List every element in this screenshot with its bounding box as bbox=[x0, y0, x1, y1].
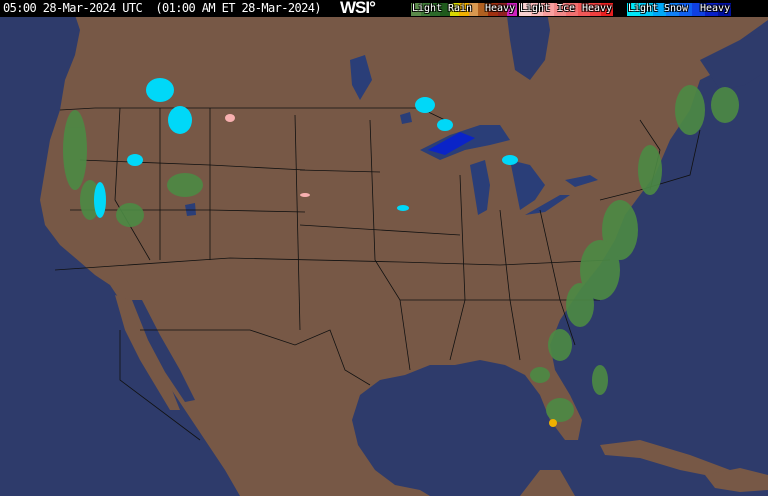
snow-legend-swatch bbox=[679, 3, 692, 16]
ice-legend-swatch bbox=[589, 3, 602, 16]
lake-ontario bbox=[565, 175, 598, 187]
snow-heavy-label: Heavy bbox=[700, 3, 731, 14]
ice-legend-swatch bbox=[566, 3, 578, 16]
rain-light-label: Light bbox=[412, 3, 443, 14]
snow-title: Snow bbox=[664, 3, 689, 14]
ice-legend-swatch bbox=[542, 3, 555, 16]
snow-echoes bbox=[94, 78, 518, 218]
rain-legend-swatch bbox=[459, 3, 469, 16]
timestamp: 05:00 28-Mar-2024 UTC (01:00 AM ET 28-Ma… bbox=[3, 1, 322, 15]
great-lakes bbox=[185, 55, 598, 216]
gulf-of-st-lawrence bbox=[700, 30, 768, 90]
rain-heavy-label: Heavy bbox=[485, 3, 516, 14]
snow-legend-swatch bbox=[692, 3, 705, 16]
cuba bbox=[600, 440, 730, 478]
rain-title: Rain bbox=[448, 3, 473, 14]
ice-echoes bbox=[225, 114, 310, 197]
rain-legend-swatch bbox=[497, 3, 508, 16]
rain-legend-swatch bbox=[468, 3, 479, 16]
rain-legend-swatch bbox=[449, 3, 460, 16]
snow-legend-swatch bbox=[653, 3, 666, 16]
ice-legend-swatch bbox=[530, 3, 543, 16]
great-salt-lake bbox=[185, 203, 196, 216]
gulf-of-california bbox=[132, 300, 195, 402]
ice-legend-swatch bbox=[554, 3, 566, 16]
rain-legend-swatch bbox=[439, 3, 450, 16]
ice-legend-swatch bbox=[519, 3, 531, 16]
ice-title: Ice bbox=[557, 3, 576, 14]
snow-legend-swatch bbox=[705, 3, 718, 16]
rain-echoes bbox=[63, 85, 739, 422]
ice-light-label: Light bbox=[520, 3, 551, 14]
heavy-rain-echoes bbox=[549, 419, 557, 427]
ice-heavy-label: Heavy bbox=[582, 3, 613, 14]
rain-legend-swatch bbox=[488, 3, 498, 16]
snow-light-label: Light bbox=[628, 3, 659, 14]
lake-erie bbox=[525, 195, 570, 215]
radar-echoes bbox=[63, 78, 739, 427]
rain-legend-swatch bbox=[507, 3, 518, 16]
header-bar: 05:00 28-Mar-2024 UTC (01:00 AM ET 28-Ma… bbox=[0, 0, 768, 17]
lake-michigan bbox=[470, 160, 490, 215]
baja-peninsula bbox=[115, 295, 180, 410]
rain-legend-swatch bbox=[430, 3, 440, 16]
snow-legend-swatch bbox=[666, 3, 679, 16]
state-borders bbox=[54, 107, 701, 441]
snow-legend-swatch bbox=[627, 3, 640, 16]
rain-legend-bar bbox=[411, 3, 518, 16]
lake-winnipeg bbox=[350, 55, 372, 100]
james-bay bbox=[505, 0, 550, 80]
snow-legend-bar bbox=[627, 3, 731, 16]
rain-legend-swatch bbox=[478, 3, 489, 16]
hispaniola bbox=[705, 468, 768, 492]
ice-legend-bar bbox=[519, 3, 613, 16]
ice-legend-swatch bbox=[577, 3, 590, 16]
yucatan bbox=[520, 470, 575, 496]
lake-of-the-woods bbox=[400, 112, 412, 124]
snow-legend-swatch bbox=[718, 3, 731, 16]
snow-legend-swatch bbox=[640, 3, 653, 16]
north-america-land bbox=[40, 0, 768, 496]
ice-legend-swatch bbox=[601, 3, 613, 16]
rain-legend-swatch bbox=[411, 3, 421, 16]
wsi-logo: WSI° bbox=[340, 0, 376, 17]
heavy-snow-echoes bbox=[428, 132, 475, 155]
rain-legend-swatch bbox=[420, 3, 431, 16]
lake-huron bbox=[510, 160, 545, 210]
